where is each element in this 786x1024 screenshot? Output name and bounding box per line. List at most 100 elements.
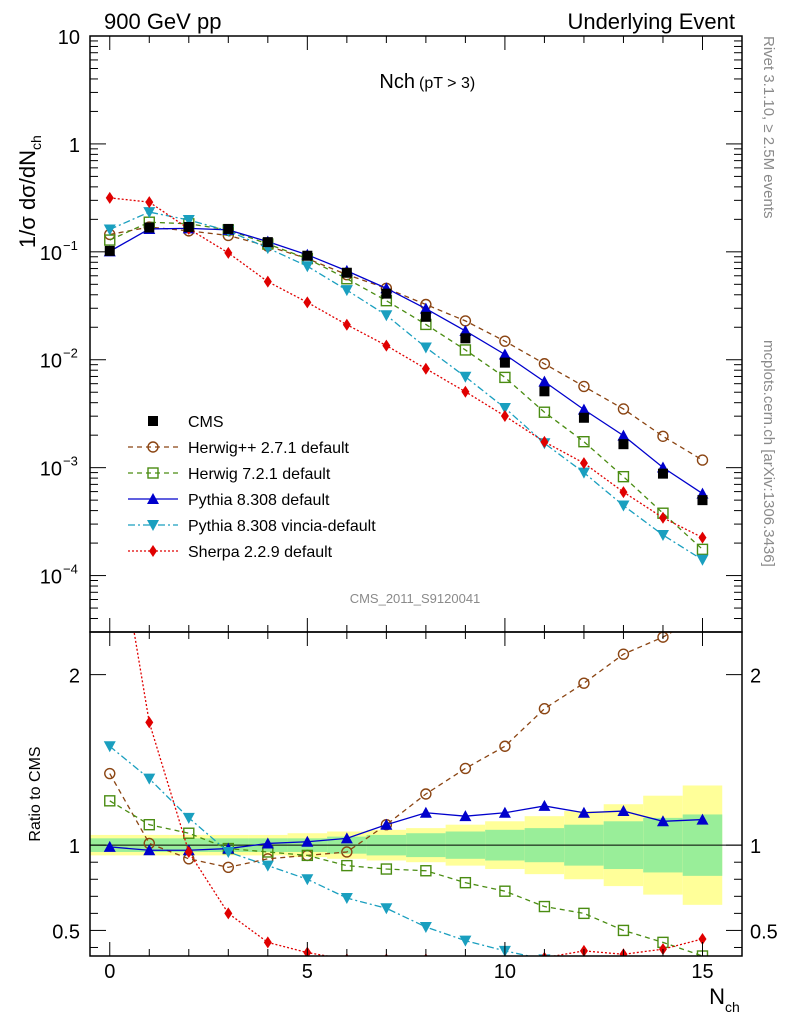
series-point [578, 436, 590, 448]
series-line [109, 227, 703, 495]
series-line [109, 197, 703, 539]
series-point [538, 375, 551, 387]
data-point [302, 250, 313, 261]
series-point [498, 402, 511, 414]
legend-item: CMS [148, 414, 224, 431]
ratio-y-tick-label-right: 0.5 [750, 921, 778, 943]
legend-marker [147, 520, 159, 531]
chart-title-suffix: (pT > 3) [419, 75, 475, 92]
series-point [577, 403, 590, 415]
legend-marker [148, 416, 158, 426]
y-axis-label: 1/σ dσ/dN ch [15, 135, 44, 248]
ratio-series-point [578, 958, 590, 969]
main-plot-content [103, 191, 709, 566]
legend-item: Pythia 8.308 vincia-default [128, 518, 376, 535]
x-tick-labels: 0 5 10 15 [104, 961, 713, 983]
series-point [540, 435, 549, 448]
ratio-series-point [617, 924, 630, 937]
y-tick-label: 1 [69, 135, 80, 157]
series-pythia-8-308-default [103, 222, 709, 499]
ratio-series-point [459, 762, 472, 775]
y-tick-label: 10 [58, 27, 80, 49]
ratio-series-point [261, 837, 274, 849]
ratio-series-point [301, 849, 314, 862]
series-point [578, 380, 590, 393]
y-tick-label: 10 [40, 567, 62, 589]
series-point [656, 530, 669, 542]
ratio-series-point [578, 907, 590, 920]
series-point [303, 296, 312, 309]
ratio-series-point [182, 812, 195, 824]
series-point [538, 406, 551, 418]
header-right-text: Underlying Event [567, 9, 735, 34]
ratio-series-point [459, 935, 472, 947]
y-axis-label-main: 1/σ dσ/dN [15, 150, 40, 248]
ratio-series-point [340, 832, 353, 844]
ratio-series-point [538, 900, 551, 913]
ratio-y-axis-label: Ratio to CMS [27, 746, 44, 841]
y-tick-label-exponent: −3 [63, 454, 78, 469]
series-sherpa-2-2-9-default [105, 191, 707, 544]
ratio-series-point [143, 844, 156, 856]
data-point [104, 245, 115, 256]
data-point [420, 311, 431, 322]
series-point [224, 246, 233, 259]
series-point [617, 403, 630, 415]
legend-marker [147, 467, 159, 479]
data-point [262, 237, 273, 248]
series-point [698, 531, 707, 544]
data-point [381, 288, 392, 299]
series-point [696, 543, 709, 556]
ratio-y-tick-label: 0.5 [52, 921, 80, 943]
series-point [617, 470, 630, 483]
ratio-series-point [617, 648, 630, 660]
series-point [382, 339, 391, 352]
mcplots-citation-label: mcplots.cern.ch [arXiv:1306.3436] [760, 340, 777, 567]
ratio-series-line [109, 800, 703, 956]
data-point [144, 222, 155, 233]
series-point [103, 224, 116, 236]
series-point [143, 207, 156, 219]
rivet-version-label: Rivet 3.1.10, ≥ 2.5M events [760, 36, 777, 219]
ratio-series-point [617, 965, 629, 976]
ratio-series-point [301, 874, 314, 886]
series-point [301, 261, 314, 273]
ratio-series-line [109, 632, 674, 868]
series-point [263, 275, 272, 288]
x-tick-label: 5 [302, 961, 313, 983]
ratio-plot-content [90, 632, 742, 976]
series-point [658, 511, 667, 524]
series-point [380, 310, 393, 322]
ratio-series-point [145, 716, 154, 729]
legend: CMS Herwig++ 2.7.1 default Herwig 7.2.1 de… [128, 414, 376, 561]
x-axis-label: N ch [709, 984, 740, 1015]
series-point [459, 371, 472, 383]
series-point [657, 430, 669, 442]
data-point [499, 357, 510, 368]
series-point [145, 196, 154, 209]
series-line [109, 226, 703, 461]
ratio-series-point [340, 893, 353, 905]
data-point [183, 221, 194, 232]
series-point [459, 324, 472, 336]
series-point [499, 335, 511, 347]
ratio-y-tick-label-right: 2 [750, 666, 761, 688]
legend-label: Pythia 8.308 default [188, 492, 330, 509]
data-point [460, 333, 471, 344]
ratio-series-point [499, 885, 511, 897]
series-point [500, 410, 509, 423]
y-tick-label-exponent: −2 [63, 346, 78, 361]
ratio-series-point [261, 860, 274, 872]
data-point [223, 223, 234, 234]
ratio-series-point [419, 806, 432, 818]
ratio-series-point [222, 846, 235, 858]
x-axis-label-main: N [709, 984, 725, 1009]
series-point [459, 344, 472, 356]
legend-item: Herwig 7.2.1 default [128, 466, 331, 483]
ratio-series-point [656, 815, 669, 827]
series-cms-data [104, 221, 708, 506]
series-point [419, 302, 432, 314]
series-pythia-8-308-vincia-default [103, 207, 709, 566]
header-area: 900 GeV pp Underlying Event [104, 9, 735, 34]
